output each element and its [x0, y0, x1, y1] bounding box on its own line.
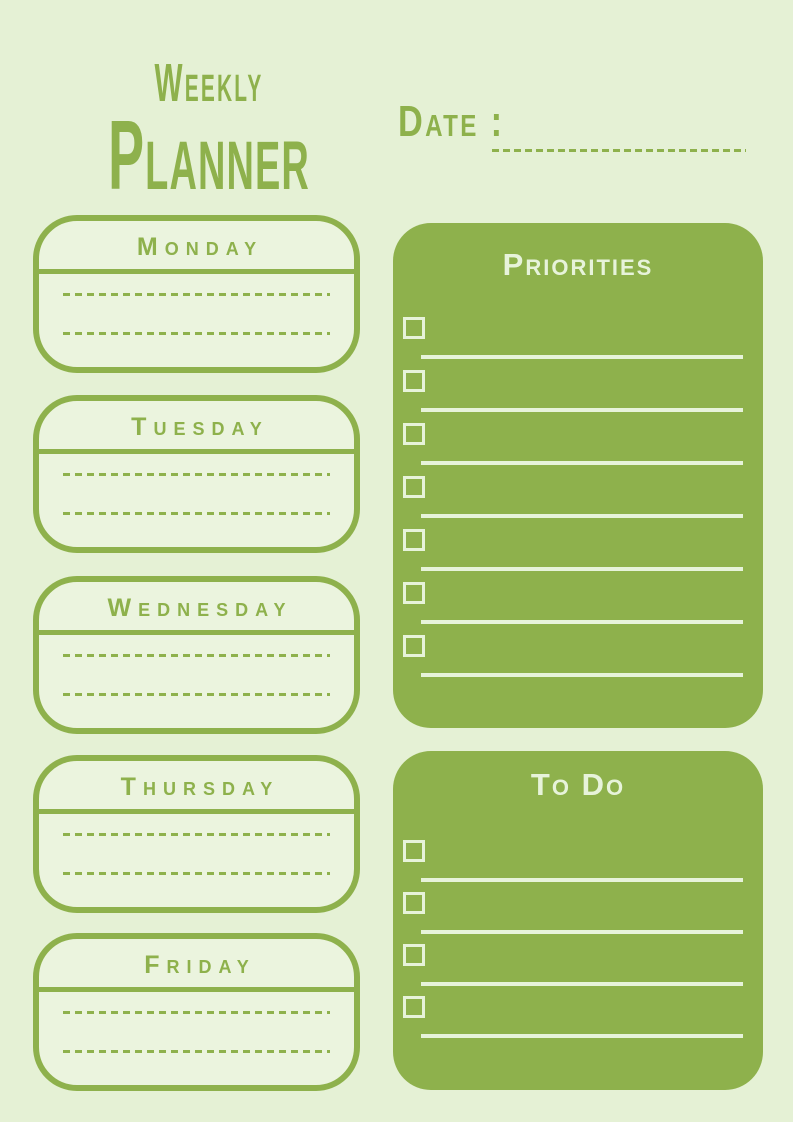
checklist-item: [393, 582, 763, 635]
item-writing-line[interactable]: [421, 567, 743, 571]
day-box-monday: Monday: [33, 215, 360, 373]
checklist-item: [393, 423, 763, 476]
page-title-line1: Weekly: [154, 53, 264, 113]
priorities-title: Priorities: [502, 247, 654, 282]
page-title: Weekly Planner: [94, 56, 324, 204]
day-writing-area: [63, 293, 330, 371]
writing-line[interactable]: [63, 693, 330, 696]
day-writing-area: [63, 473, 330, 551]
writing-line[interactable]: [63, 332, 330, 335]
item-writing-line[interactable]: [421, 1034, 743, 1038]
item-writing-line[interactable]: [421, 620, 743, 624]
checklist-item: [393, 370, 763, 423]
day-writing-area: [63, 654, 330, 732]
checkbox[interactable]: [403, 582, 425, 604]
day-writing-area: [63, 1011, 330, 1089]
day-label: Monday: [136, 232, 264, 261]
writing-line[interactable]: [63, 512, 330, 515]
date-section: Date :: [398, 97, 746, 152]
priorities-list: [393, 317, 763, 688]
checkbox[interactable]: [403, 423, 425, 445]
todo-panel: To Do: [393, 751, 763, 1090]
item-writing-line[interactable]: [421, 514, 743, 518]
checklist-item: [393, 944, 763, 996]
checkbox[interactable]: [403, 892, 425, 914]
day-separator: [33, 809, 360, 814]
priorities-panel: Priorities: [393, 223, 763, 728]
checklist-item: [393, 840, 763, 892]
day-separator: [33, 630, 360, 635]
checklist-item: [393, 892, 763, 944]
checklist-item: [393, 476, 763, 529]
item-writing-line[interactable]: [421, 673, 743, 677]
writing-line[interactable]: [63, 1011, 330, 1014]
checkbox[interactable]: [403, 996, 425, 1018]
checkbox[interactable]: [403, 529, 425, 551]
writing-line[interactable]: [63, 833, 330, 836]
checklist-item: [393, 317, 763, 370]
checkbox[interactable]: [403, 635, 425, 657]
item-writing-line[interactable]: [421, 461, 743, 465]
day-separator: [33, 269, 360, 274]
item-writing-line[interactable]: [421, 878, 743, 882]
checkbox[interactable]: [403, 476, 425, 498]
day-separator: [33, 449, 360, 454]
todo-list: [393, 840, 763, 1048]
item-writing-line[interactable]: [421, 355, 743, 359]
writing-line[interactable]: [63, 473, 330, 476]
day-box-wednesday: Wednesday: [33, 576, 360, 734]
date-label: Date :: [398, 97, 505, 146]
writing-line[interactable]: [63, 1050, 330, 1053]
day-box-thursday: Thursday: [33, 755, 360, 913]
day-label: Thursday: [120, 772, 280, 801]
item-writing-line[interactable]: [421, 982, 743, 986]
checklist-item: [393, 996, 763, 1048]
day-separator: [33, 987, 360, 992]
checklist-item: [393, 635, 763, 688]
day-label: Friday: [144, 950, 256, 979]
page-title-line2: Planner: [108, 100, 310, 210]
day-label: Tuesday: [131, 412, 269, 441]
todo-title: To Do: [530, 767, 626, 802]
checkbox[interactable]: [403, 370, 425, 392]
day-writing-area: [63, 833, 330, 911]
day-box-friday: Friday: [33, 933, 360, 1091]
checklist-item: [393, 529, 763, 582]
writing-line[interactable]: [63, 872, 330, 875]
day-label: Wednesday: [107, 593, 293, 622]
checkbox[interactable]: [403, 840, 425, 862]
day-box-tuesday: Tuesday: [33, 395, 360, 553]
checkbox[interactable]: [403, 317, 425, 339]
checkbox[interactable]: [403, 944, 425, 966]
writing-line[interactable]: [63, 654, 330, 657]
item-writing-line[interactable]: [421, 930, 743, 934]
writing-line[interactable]: [63, 293, 330, 296]
item-writing-line[interactable]: [421, 408, 743, 412]
date-input-line[interactable]: [492, 149, 746, 152]
